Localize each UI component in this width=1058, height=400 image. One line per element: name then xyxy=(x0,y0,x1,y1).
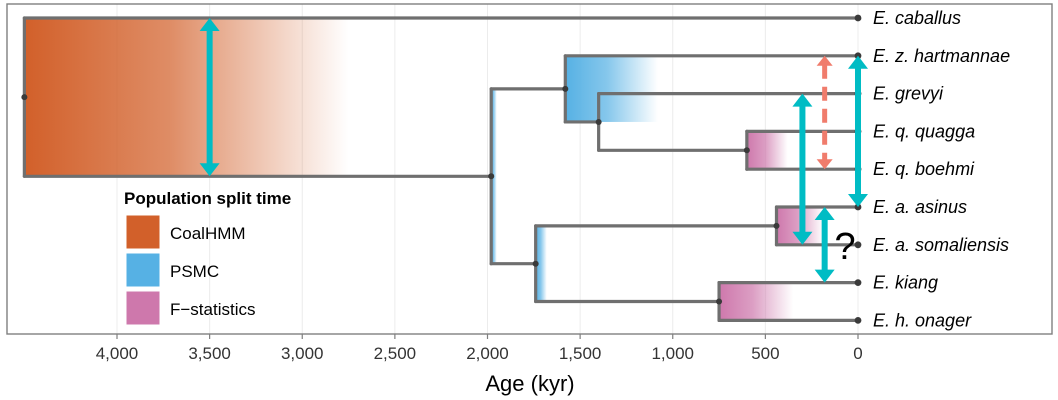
node-point xyxy=(21,94,28,101)
taxon-label: E. q. quagga xyxy=(873,121,975,141)
plot-border xyxy=(6,3,1053,335)
taxon-label: E. a. somaliensis xyxy=(873,235,1009,255)
tip-point xyxy=(854,241,862,249)
taxon-label: E. grevyi xyxy=(873,84,944,104)
taxon-label: E. kiang xyxy=(873,273,938,293)
node-point xyxy=(773,222,780,229)
x-tick-label: 2,500 xyxy=(374,344,417,363)
x-tick-label: 0 xyxy=(853,344,862,363)
gene-flow-arrows xyxy=(199,18,868,283)
x-tick-label: 1,000 xyxy=(651,344,694,363)
x-tick-label: 500 xyxy=(751,344,779,363)
tip-point xyxy=(854,14,862,22)
tip-point xyxy=(854,279,862,286)
gene-flow-arrow xyxy=(816,55,833,170)
node-point xyxy=(595,118,602,125)
legend-swatch xyxy=(125,252,161,288)
question-mark-annotation: ? xyxy=(834,226,855,268)
taxon-label: E. h. onager xyxy=(873,310,972,330)
legend: Population split time CoalHMM PSMC F−stati… xyxy=(124,189,291,326)
taxon-label: E. caballus xyxy=(873,8,961,28)
tree-branches xyxy=(21,14,862,324)
split-band-f-statistics xyxy=(746,131,788,170)
x-tick-label: 1,500 xyxy=(559,344,602,363)
node-point xyxy=(743,147,750,154)
split-band-psmc xyxy=(565,55,658,122)
node-point xyxy=(562,85,569,92)
legend-swatch xyxy=(125,290,161,326)
split-band-f-statistics xyxy=(719,282,794,321)
taxon-labels: E. caballus E. z. hartmannae E. grevyi E. q… xyxy=(873,8,1010,330)
annotations: ? xyxy=(834,226,855,268)
gene-flow-arrow xyxy=(199,18,220,177)
split-band-psmc xyxy=(535,225,547,302)
tip-point xyxy=(854,317,862,324)
x-tick-label: 3,000 xyxy=(281,344,324,363)
legend-title: Population split time xyxy=(124,189,291,208)
x-tick-label: 4,000 xyxy=(96,344,139,363)
x-tick-label: 3,500 xyxy=(188,344,231,363)
x-axis-title: Age (kyr) xyxy=(485,371,574,396)
gene-flow-arrow xyxy=(792,93,813,245)
taxon-label: E. q. boehmi xyxy=(873,159,975,179)
node-point xyxy=(488,173,495,180)
x-axis: 4,000 3,500 3,000 2,500 2,000 1,500 1,000 500 0 xyxy=(96,334,863,363)
gene-flow-arrow xyxy=(848,55,868,207)
legend-label: PSMC xyxy=(170,262,219,281)
taxon-label: E. z. hartmannae xyxy=(873,46,1010,66)
legend-swatch xyxy=(125,214,161,250)
x-tick-label: 2,000 xyxy=(466,344,509,363)
legend-label: CoalHMM xyxy=(170,224,246,243)
legend-label: F−statistics xyxy=(170,300,256,319)
tip-point xyxy=(854,52,862,60)
taxon-label: E. a. asinus xyxy=(873,197,967,217)
split-band-coalhmm xyxy=(24,18,349,177)
node-point xyxy=(716,298,723,305)
node-point xyxy=(532,260,539,267)
gene-flow-arrow xyxy=(814,207,835,283)
